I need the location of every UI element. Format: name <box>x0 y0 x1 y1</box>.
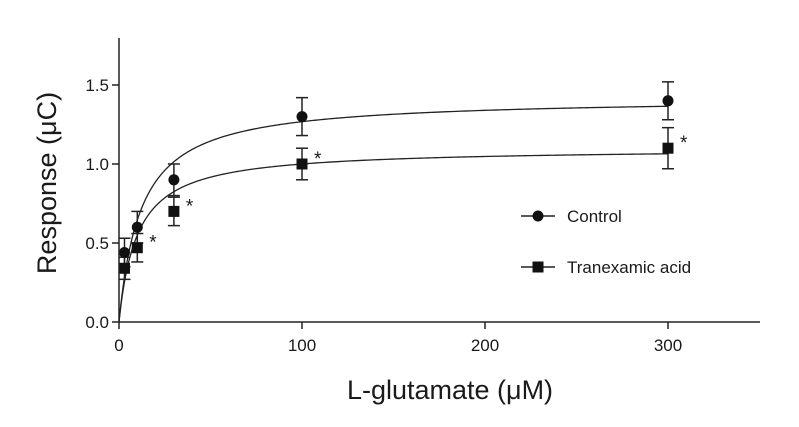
data-markers <box>118 95 674 274</box>
x-tick-label: 300 <box>654 336 682 355</box>
y-tick-label: 1.5 <box>85 76 109 95</box>
data-point-control <box>296 111 308 123</box>
x-tick-label: 200 <box>471 336 499 355</box>
y-tick-label: 0.5 <box>85 234 109 253</box>
x-axis-title: L-glutamate (μM) <box>347 375 553 405</box>
significance-asterisk: * <box>680 133 688 154</box>
data-point-control <box>168 174 180 186</box>
significance-asterisk: * <box>149 233 157 254</box>
y-axis-title: Response (μC) <box>32 92 62 274</box>
legend-label: Tranexamic acid <box>567 258 691 277</box>
data-point-tranexamic-acid <box>296 158 308 170</box>
significance-asterisk: * <box>314 149 322 170</box>
legend-marker-square <box>532 261 544 273</box>
legend: Control Tranexamic acid <box>521 207 691 277</box>
data-point-control <box>662 95 674 107</box>
y-tick-label: 0.0 <box>85 313 109 332</box>
data-point-tranexamic-acid <box>131 242 143 254</box>
data-point-tranexamic-acid <box>662 142 674 154</box>
x-tick-label: 0 <box>114 336 123 355</box>
y-tick-label: 1.0 <box>85 155 109 174</box>
data-point-tranexamic-acid <box>118 262 130 274</box>
significance-asterisk: * <box>186 196 194 217</box>
error-bars <box>118 81 674 281</box>
data-point-control <box>131 221 143 233</box>
x-axis: 0 100 200 300 L-glutamate (μM) <box>114 321 760 405</box>
legend-label: Control <box>567 207 622 226</box>
significance-markers: * * * * <box>149 133 688 254</box>
data-point-control <box>118 246 130 258</box>
x-tick-label: 100 <box>288 336 316 355</box>
legend-marker-circle <box>532 210 544 222</box>
plot-area: * * * * <box>118 81 688 323</box>
y-axis: 0.0 0.5 1.0 1.5 Response (μC) <box>32 38 120 332</box>
fit-curve-tranexamic-acid <box>118 153 669 323</box>
data-point-tranexamic-acid <box>168 205 180 217</box>
